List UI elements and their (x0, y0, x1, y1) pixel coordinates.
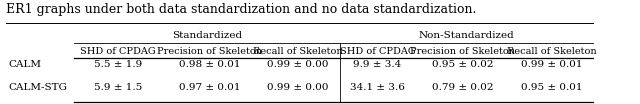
Text: 5.5 ± 1.9: 5.5 ± 1.9 (93, 60, 142, 69)
Text: 0.95 ± 0.01: 0.95 ± 0.01 (521, 83, 582, 92)
Text: 9.9 ± 3.4: 9.9 ± 3.4 (353, 60, 402, 69)
Text: 0.95 ± 0.02: 0.95 ± 0.02 (432, 60, 493, 69)
Text: SHD of CPDAG: SHD of CPDAG (340, 48, 415, 56)
Text: 0.79 ± 0.02: 0.79 ± 0.02 (432, 83, 493, 92)
Text: Non-Standardized: Non-Standardized (419, 31, 515, 40)
Text: 0.99 ± 0.00: 0.99 ± 0.00 (268, 83, 329, 92)
Text: Precision of Skeleton: Precision of Skeleton (410, 48, 515, 56)
Text: Precision of Skeleton: Precision of Skeleton (157, 48, 262, 56)
Text: Standardized: Standardized (172, 31, 242, 40)
Text: 5.9 ± 1.5: 5.9 ± 1.5 (93, 83, 142, 92)
Text: 0.99 ± 0.00: 0.99 ± 0.00 (268, 60, 329, 69)
Text: SHD of CPDAG: SHD of CPDAG (80, 48, 156, 56)
Text: CALM: CALM (8, 60, 42, 69)
Text: 0.97 ± 0.01: 0.97 ± 0.01 (179, 83, 240, 92)
Text: 0.99 ± 0.01: 0.99 ± 0.01 (521, 60, 582, 69)
Text: Recall of Skeleton: Recall of Skeleton (507, 48, 596, 56)
Text: 34.1 ± 3.6: 34.1 ± 3.6 (350, 83, 405, 92)
Text: ER1 graphs under both data standardization and no data standardization.: ER1 graphs under both data standardizati… (6, 3, 477, 16)
Text: CALM-STG: CALM-STG (8, 83, 67, 92)
Text: 0.98 ± 0.01: 0.98 ± 0.01 (179, 60, 240, 69)
Text: Recall of Skeleton: Recall of Skeleton (253, 48, 343, 56)
